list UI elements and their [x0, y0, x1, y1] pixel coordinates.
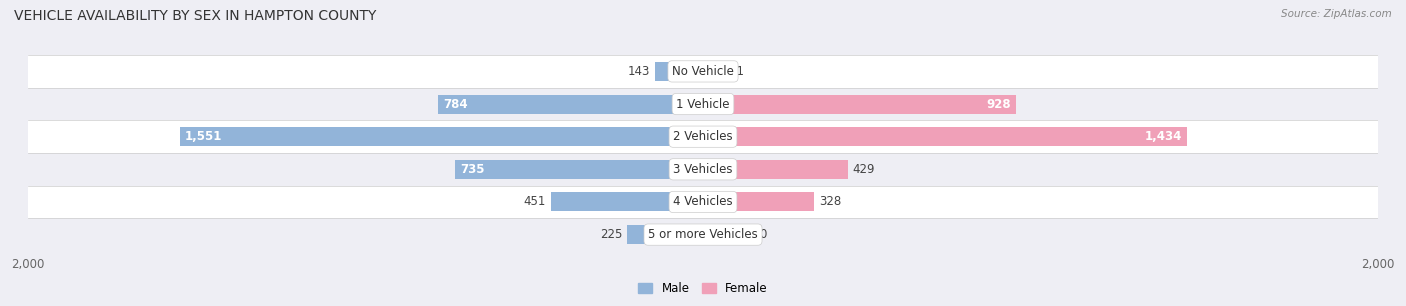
- Text: 61: 61: [728, 65, 744, 78]
- Bar: [703, 62, 724, 81]
- Text: Source: ZipAtlas.com: Source: ZipAtlas.com: [1281, 9, 1392, 19]
- Bar: [627, 225, 703, 244]
- Text: 4 Vehicles: 4 Vehicles: [673, 196, 733, 208]
- Text: 928: 928: [987, 98, 1011, 110]
- Bar: [703, 192, 814, 211]
- Text: 1 Vehicle: 1 Vehicle: [676, 98, 730, 110]
- Bar: [28, 120, 1378, 153]
- Text: 225: 225: [599, 228, 621, 241]
- Text: 110: 110: [745, 228, 768, 241]
- Text: VEHICLE AVAILABILITY BY SEX IN HAMPTON COUNTY: VEHICLE AVAILABILITY BY SEX IN HAMPTON C…: [14, 9, 377, 23]
- Text: 2 Vehicles: 2 Vehicles: [673, 130, 733, 143]
- Bar: [28, 88, 1378, 120]
- Bar: [655, 62, 703, 81]
- Bar: [703, 225, 740, 244]
- Text: 3 Vehicles: 3 Vehicles: [673, 163, 733, 176]
- Text: 143: 143: [627, 65, 650, 78]
- Bar: [180, 127, 703, 146]
- Legend: Male, Female: Male, Female: [634, 278, 772, 300]
- Text: 1,434: 1,434: [1144, 130, 1182, 143]
- Bar: [439, 95, 703, 114]
- Bar: [551, 192, 703, 211]
- Bar: [703, 160, 848, 179]
- Bar: [28, 55, 1378, 88]
- Bar: [28, 218, 1378, 251]
- Text: 429: 429: [853, 163, 876, 176]
- Text: 784: 784: [443, 98, 468, 110]
- Bar: [28, 186, 1378, 218]
- Bar: [703, 127, 1187, 146]
- Text: 1,551: 1,551: [184, 130, 222, 143]
- Bar: [703, 95, 1017, 114]
- Text: 735: 735: [460, 163, 485, 176]
- Text: 5 or more Vehicles: 5 or more Vehicles: [648, 228, 758, 241]
- Bar: [28, 153, 1378, 186]
- Bar: [456, 160, 703, 179]
- Text: 328: 328: [818, 196, 841, 208]
- Text: 451: 451: [523, 196, 546, 208]
- Text: No Vehicle: No Vehicle: [672, 65, 734, 78]
